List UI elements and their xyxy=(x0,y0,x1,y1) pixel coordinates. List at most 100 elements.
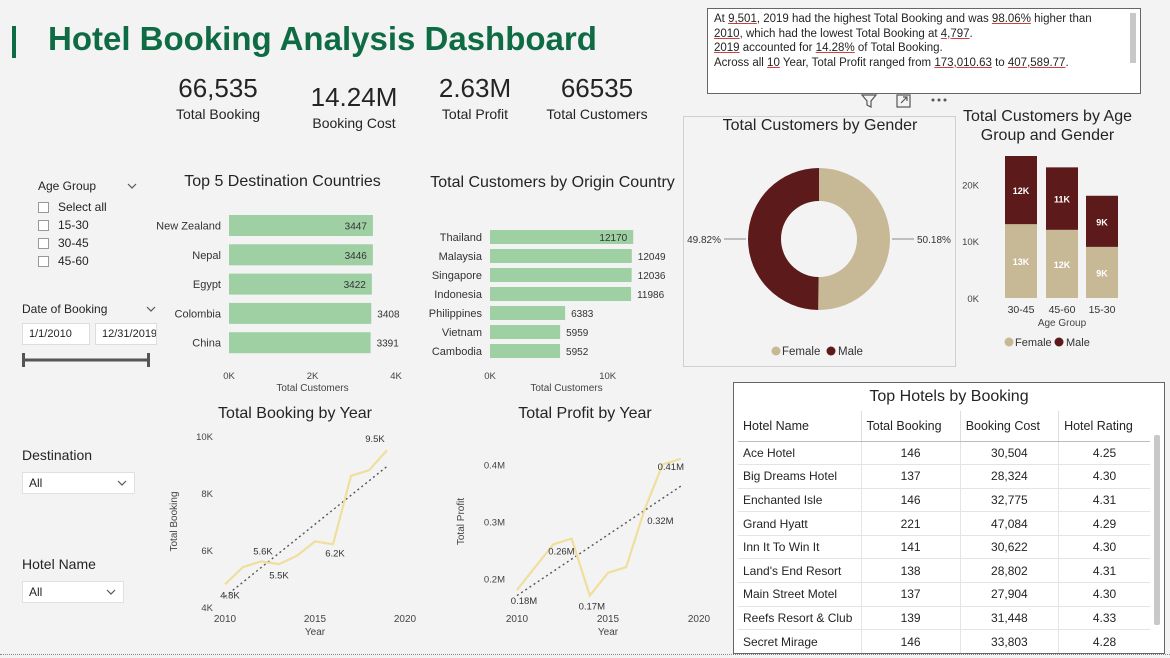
table-cell: Main Street Motel xyxy=(738,582,862,607)
narrative-scrollbar[interactable] xyxy=(1130,13,1136,63)
table-cell: 4.31 xyxy=(1058,558,1150,584)
checkbox-45-60[interactable]: 45-60 xyxy=(38,252,138,270)
chart-title-booking-year: Total Booking by Year xyxy=(218,405,372,422)
destination-value: All xyxy=(29,476,43,490)
hotel-name-dropdown[interactable]: All xyxy=(22,581,124,603)
smart-narrative[interactable]: At 9,501, 2019 had the highest Total Boo… xyxy=(707,8,1141,94)
line-data-label: 4.8K xyxy=(220,590,240,601)
table-row[interactable]: Main Street Motel 137 27,904 4.30 xyxy=(738,582,1150,607)
bar-category-label: Malaysia xyxy=(439,251,483,263)
gender-donut-chart[interactable]: 50.18% 49.82% Female Male xyxy=(684,140,955,366)
booking-year-line-chart[interactable]: 4K 6K 8K 10K 2010 2015 2020 Year Total Booking 4.… xyxy=(165,425,425,640)
stacked-bar-female xyxy=(1086,246,1118,298)
x-tick-label: 2010 xyxy=(214,614,237,625)
legend-marker-female xyxy=(771,346,781,356)
x-tick-label: 4K xyxy=(390,371,402,382)
title-accent-bar xyxy=(12,26,16,58)
y-tick-label: 0.3M xyxy=(484,518,505,529)
legend-label-male: Male xyxy=(838,346,863,358)
narrative-line-4: Across all 10 Year, Total Profit ranged … xyxy=(714,56,1069,69)
table-row[interactable]: Inn It To Win It 141 30,622 4.30 xyxy=(738,535,1150,560)
focus-mode-icon[interactable] xyxy=(896,94,911,108)
x-tick-label: 30-45 xyxy=(1008,304,1035,316)
checkbox-15-30[interactable]: 15-30 xyxy=(38,216,138,234)
table-cell: 31,448 xyxy=(960,606,1060,631)
date-slicer-title: Date of Booking xyxy=(22,302,108,316)
table-row[interactable]: Ace Hotel 146 30,504 4.25 xyxy=(738,441,1150,466)
more-options-icon[interactable] xyxy=(931,98,947,102)
bar-data-label: 11K xyxy=(1054,195,1071,205)
bar-category-label: Cambodia xyxy=(432,346,483,358)
profit-year-line-chart[interactable]: 0.2M 0.3M 0.4M 2010 2015 2020 Year Total Profit… xyxy=(450,425,720,640)
column-header[interactable]: Hotel Name xyxy=(738,411,862,442)
kpi-total-booking[interactable]: 66,535 Total Booking xyxy=(158,73,278,122)
date-slicer: Date of Booking xyxy=(22,300,157,318)
bar-data-label: 3447 xyxy=(345,222,368,233)
table-cell: 221 xyxy=(861,511,961,536)
column-header[interactable]: Hotel Rating xyxy=(1058,411,1150,442)
slider-handle-start[interactable] xyxy=(22,353,25,367)
page-bottom-border xyxy=(0,654,1170,655)
checkbox-select-all[interactable]: Select all xyxy=(38,198,138,216)
kpi-label: Total Booking xyxy=(175,106,261,122)
table-row[interactable]: Grand Hyatt 221 47,084 4.29 xyxy=(738,511,1150,536)
table-cell: 146 xyxy=(861,441,961,466)
x-tick-label: 2015 xyxy=(304,614,327,625)
bar-data-label: 11986 xyxy=(637,290,665,301)
y-tick-label: 6K xyxy=(201,546,213,557)
kpi-total-profit[interactable]: 2.63M Total Profit xyxy=(420,73,530,122)
narrative-line-2: 2010, which had the lowest Total Booking… xyxy=(714,27,973,40)
kpi-total-customers[interactable]: 66535 Total Customers xyxy=(538,73,656,122)
bar-data-label: 12K xyxy=(1054,260,1071,270)
origin-bar-chart[interactable]: Thailand 12170 Malaysia 12049 Singapore 12036… xyxy=(420,225,680,395)
table-cell: 137 xyxy=(861,464,961,489)
chevron-down-icon[interactable] xyxy=(126,177,138,195)
slider-handle-end[interactable] xyxy=(147,353,150,367)
filter-icon[interactable] xyxy=(860,94,878,108)
table-cell: 146 xyxy=(861,629,961,653)
table-cell: 27,904 xyxy=(960,582,1060,607)
chart-title-profit-year: Total Profit by Year xyxy=(518,405,652,422)
table-cell: Land's End Resort xyxy=(738,558,862,584)
line-data-label: 0.32M xyxy=(647,516,673,527)
column-header[interactable]: Total Booking xyxy=(861,411,961,442)
y-tick-label: 0.2M xyxy=(484,575,505,586)
table-cell: 47,084 xyxy=(960,511,1060,536)
age-group-slicer-title: Age Group xyxy=(38,179,97,193)
gender-donut-card xyxy=(683,116,956,367)
bar-data-label: 6383 xyxy=(571,309,594,320)
legend-label-female: Female xyxy=(1015,337,1052,349)
table-row[interactable]: Big Dreams Hotel 137 28,324 4.30 xyxy=(738,464,1150,489)
table-cell: Ace Hotel xyxy=(738,441,862,466)
date-start-input[interactable]: 1/1/2010 xyxy=(22,323,90,345)
table-row[interactable]: Enchanted Isle 146 32,775 4.31 xyxy=(738,488,1150,513)
table-cell: 28,802 xyxy=(960,558,1060,584)
bar-data-label: 9K xyxy=(1096,217,1108,227)
table-cell: 4.29 xyxy=(1058,511,1150,536)
date-end-input[interactable]: 12/31/2019 xyxy=(95,323,157,345)
bar-category-label: Philippines xyxy=(429,308,483,320)
checkbox-30-45[interactable]: 30-45 xyxy=(38,234,138,252)
table-row[interactable]: Secret Mirage 146 33,803 4.28 xyxy=(738,629,1150,653)
trend-line xyxy=(516,485,682,597)
column-header[interactable]: Booking Cost xyxy=(960,411,1060,442)
narrative-line-1: At 9,501, 2019 had the highest Total Boo… xyxy=(714,13,1092,25)
destination-bar-chart[interactable]: New Zealand 3447 Nepal 3446 Egypt 3422 Colombi… xyxy=(150,205,410,395)
kpi-booking-cost[interactable]: 14.24M Booking Cost xyxy=(295,82,413,131)
bar-data-label: 5952 xyxy=(566,347,589,358)
y-tick-label: 20K xyxy=(962,180,980,191)
table-row[interactable]: Reefs Resort & Club 139 31,448 4.33 xyxy=(738,606,1150,631)
hotel-name-value: All xyxy=(29,585,43,599)
table-row[interactable]: Land's End Resort 138 28,802 4.31 xyxy=(738,558,1150,584)
table-scrollbar[interactable] xyxy=(1154,435,1160,625)
chevron-down-icon[interactable] xyxy=(145,300,157,318)
age-gender-stacked-chart[interactable]: 0K 10K 20K 13K 12K 30-45 12K 11K 45-60 9K 9K 15-30A… xyxy=(955,148,1140,358)
date-range-slider[interactable] xyxy=(22,352,150,368)
top-hotels-table-card: Top Hotels by Booking Hotel Name Total Bo… xyxy=(733,382,1165,654)
destination-dropdown[interactable]: All xyxy=(22,472,135,494)
table-cell: 139 xyxy=(861,606,961,631)
table-cell: 4.30 xyxy=(1058,582,1150,607)
bar-category-label: Egypt xyxy=(193,279,221,291)
line-data-label: 0.17M xyxy=(579,602,605,613)
bar-category-label: Thailand xyxy=(440,232,482,244)
